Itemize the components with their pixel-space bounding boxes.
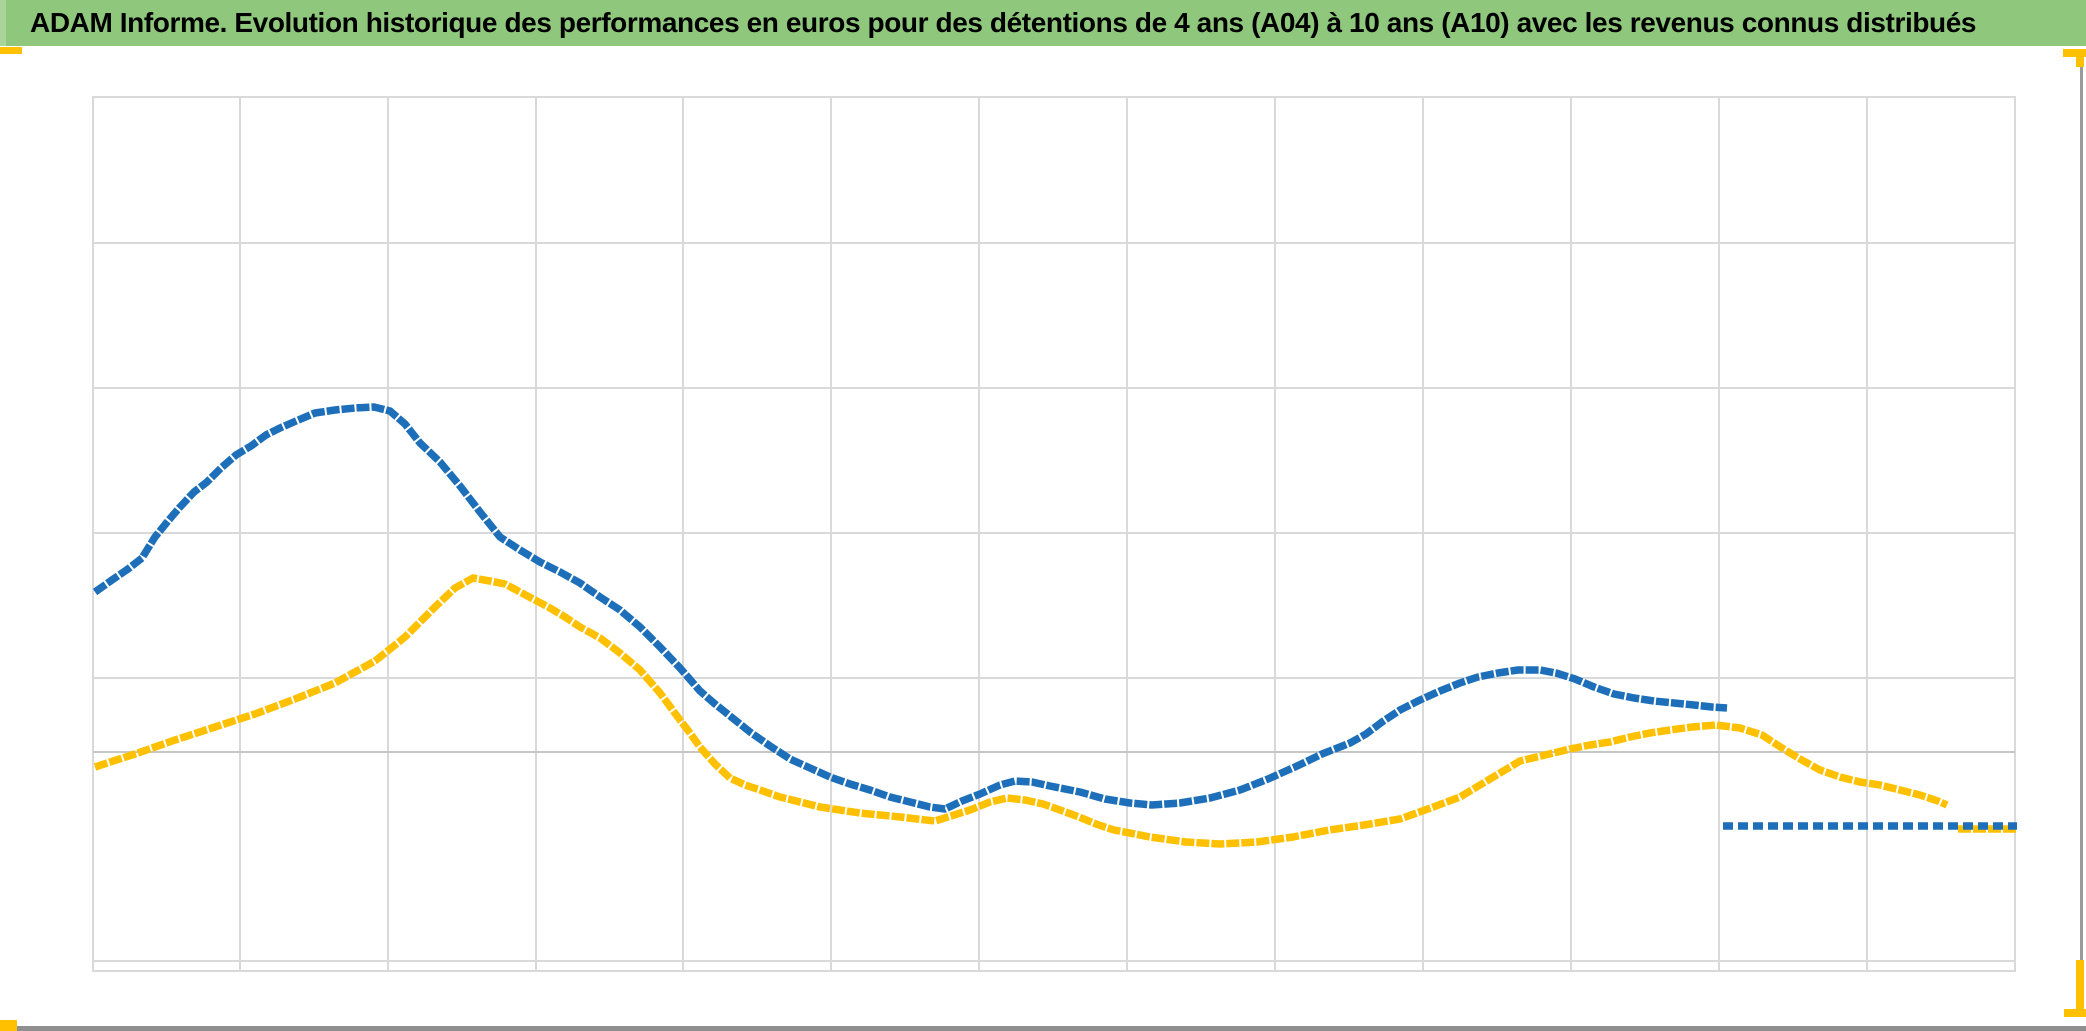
handle-top-right-v[interactable] [2076,49,2084,67]
page-title: ADAM Informe. Evolution historique des p… [30,7,1977,38]
chart-right-border [2080,66,2083,960]
handle-bottom-left[interactable] [0,1020,17,1031]
series-yellow-path [93,574,1949,848]
handle-bottom-right-h[interactable] [2064,1009,2086,1017]
handle-top-right-h[interactable] [2063,49,2086,57]
handle-bottom-right-v[interactable] [2076,960,2084,1017]
handle-top-left[interactable] [0,47,22,54]
sheet-bottom-rule [0,1026,2086,1031]
title-bar-left-sliver [0,0,6,46]
series-blue-path [92,403,1728,813]
title-bar: ADAM Informe. Evolution historique des p… [0,0,2086,46]
